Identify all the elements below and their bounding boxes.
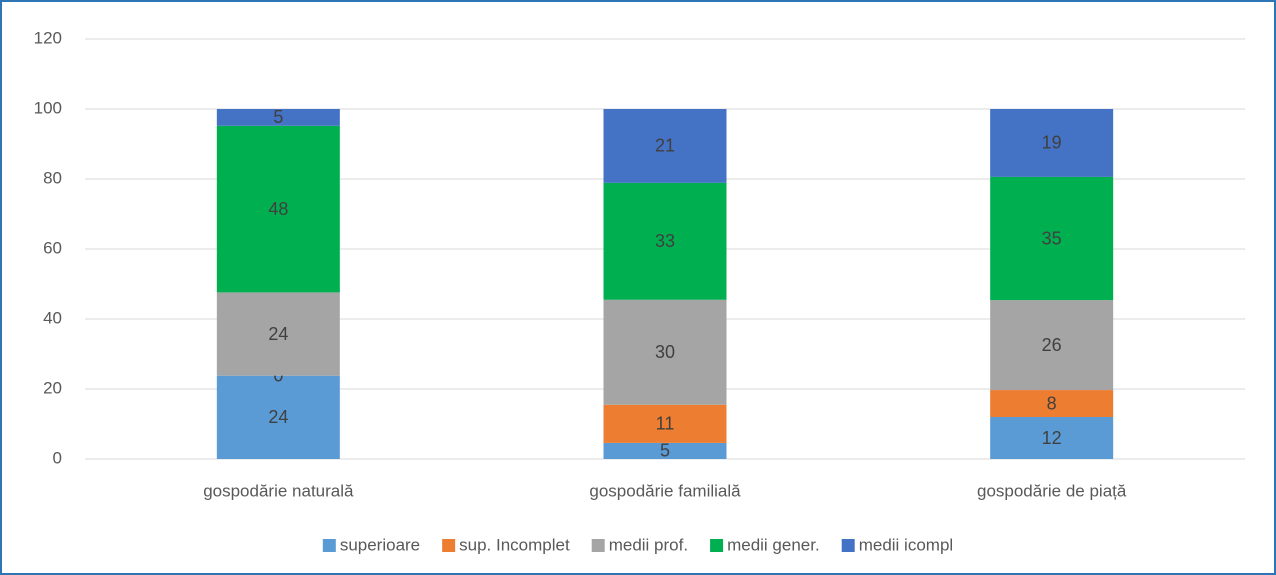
bar-segment bbox=[603, 109, 727, 183]
legend-label: medii icompl bbox=[859, 535, 953, 554]
legend-label: medii gener. bbox=[727, 535, 820, 554]
bar-segment bbox=[990, 390, 1114, 417]
legend-swatch bbox=[591, 539, 605, 552]
bar-segment bbox=[603, 442, 727, 459]
legend-label: superioare bbox=[340, 535, 420, 554]
bar-segment bbox=[603, 404, 727, 443]
y-tick-label: 100 bbox=[34, 98, 62, 117]
data-label: 24 bbox=[268, 407, 288, 427]
y-tick-label: 0 bbox=[53, 448, 62, 467]
data-label: 30 bbox=[655, 342, 675, 362]
data-label: 33 bbox=[655, 231, 675, 251]
bar-segment bbox=[990, 109, 1114, 177]
legend-swatch bbox=[841, 539, 855, 552]
bar-segment bbox=[603, 299, 727, 405]
data-label: 5 bbox=[273, 107, 283, 127]
data-label: 26 bbox=[1042, 335, 1062, 355]
y-tick-label: 60 bbox=[43, 238, 62, 257]
data-label: 19 bbox=[1042, 133, 1062, 153]
legend-swatch bbox=[322, 539, 336, 552]
legend-swatch bbox=[442, 539, 456, 552]
data-label: 5 bbox=[660, 441, 670, 461]
x-tick-label: gospodărie naturală bbox=[203, 481, 354, 500]
data-label: 12 bbox=[1042, 428, 1062, 448]
bar-segment bbox=[603, 182, 727, 300]
legend-label: medii prof. bbox=[609, 535, 688, 554]
bar-segment bbox=[216, 109, 340, 126]
y-tick-label: 20 bbox=[43, 378, 62, 397]
x-tick-label: gospodărie familială bbox=[589, 481, 741, 500]
data-label: 11 bbox=[656, 414, 675, 434]
x-tick-label: gospodărie de piață bbox=[977, 481, 1127, 500]
bar-segment bbox=[216, 125, 340, 293]
bar-segment bbox=[990, 300, 1114, 391]
data-label: 48 bbox=[268, 199, 288, 219]
y-tick-label: 40 bbox=[43, 308, 62, 327]
data-label: 8 bbox=[1047, 393, 1057, 413]
legend-label: sup. Incomplet bbox=[459, 535, 570, 554]
legend-swatch bbox=[710, 539, 724, 552]
data-label: 24 bbox=[268, 324, 288, 344]
bar-segment bbox=[990, 417, 1114, 459]
bar-segment bbox=[216, 292, 340, 376]
data-label: 21 bbox=[655, 136, 675, 156]
data-label: 35 bbox=[1042, 228, 1062, 248]
y-tick-label: 80 bbox=[43, 168, 62, 187]
bar-segment bbox=[216, 375, 340, 459]
y-tick-label: 120 bbox=[34, 28, 62, 47]
bar-segment bbox=[990, 176, 1114, 301]
